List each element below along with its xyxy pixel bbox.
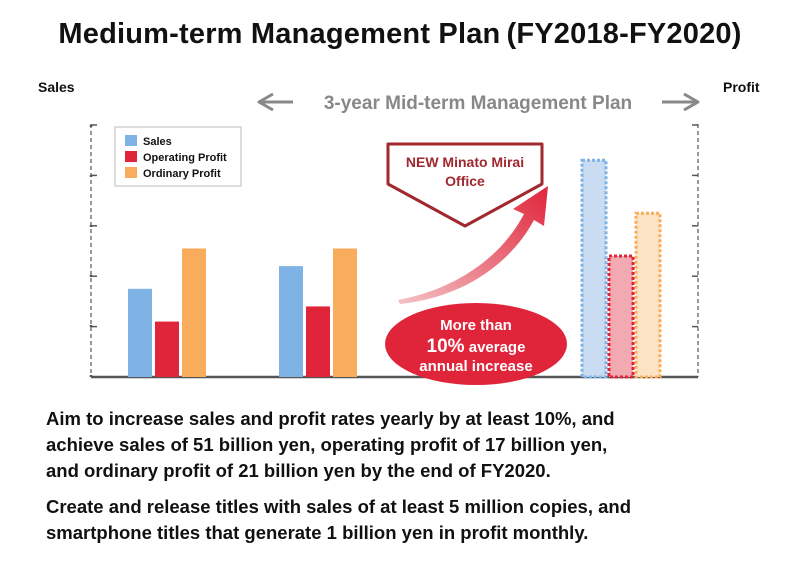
legend-swatch-sales bbox=[125, 135, 137, 146]
bar-operating-profit-2 bbox=[306, 306, 330, 377]
legend-swatch-operating bbox=[125, 151, 137, 162]
chart: 3-year Mid-term Management Plan Sales Op… bbox=[89, 92, 700, 385]
plan-arrow-left-icon bbox=[257, 92, 293, 112]
paragraph-1-line-2: achieve sales of 51 billion yen, operati… bbox=[46, 434, 608, 455]
legend-label-operating: Operating Profit bbox=[143, 152, 227, 164]
bars bbox=[128, 158, 662, 379]
bar-ordinary-profit-1 bbox=[182, 248, 206, 377]
plan-arrow: 3-year Mid-term Management Plan bbox=[257, 92, 700, 114]
rising-arrow bbox=[398, 186, 548, 304]
right-axis-label: Profit bbox=[723, 79, 760, 95]
bar-ordinary-profit-2 bbox=[333, 248, 357, 377]
increase-callout-line2: 10% average bbox=[427, 336, 526, 357]
paragraph-1-line-3: and ordinary profit of 21 billion yen by… bbox=[46, 460, 551, 481]
plan-paragraph-2: Create and release titles with sales of … bbox=[46, 494, 786, 546]
increase-callout: More than 10% average annual increase bbox=[385, 303, 567, 385]
plan-label: 3-year Mid-term Management Plan bbox=[324, 93, 632, 114]
bar-sales-1 bbox=[128, 288, 152, 377]
bar-sales-3 bbox=[580, 158, 608, 379]
legend-label-ordinary: Ordinary Profit bbox=[143, 168, 221, 180]
legend-label-sales: Sales bbox=[143, 136, 172, 148]
bar-ordinary-profit-3 bbox=[634, 211, 662, 379]
office-callout-line1: NEW Minato Mirai bbox=[406, 154, 524, 170]
increase-callout-line1: More than bbox=[440, 317, 512, 334]
paragraph-2-line-1: Create and release titles with sales of … bbox=[46, 496, 632, 517]
bar-operating-profit-3 bbox=[607, 254, 635, 379]
plan-paragraph-1: Aim to increase sales and profit rates y… bbox=[46, 406, 786, 484]
office-callout: NEW Minato Mirai Office bbox=[386, 142, 544, 228]
bar-sales-2 bbox=[279, 266, 303, 377]
legend-swatch-ordinary bbox=[125, 167, 137, 178]
left-axis-label: Sales bbox=[38, 79, 75, 95]
legend: Sales Operating Profit Ordinary Profit bbox=[114, 126, 242, 187]
paragraph-2-line-2: smartphone titles that generate 1 billio… bbox=[46, 522, 589, 543]
office-callout-line2: Office bbox=[445, 173, 485, 189]
increase-callout-line3: annual increase bbox=[419, 358, 532, 375]
bar-operating-profit-1 bbox=[155, 321, 179, 377]
plan-arrow-right-icon bbox=[662, 92, 700, 112]
page-title: Medium-term Management Plan (FY2018-FY20… bbox=[58, 18, 742, 50]
paragraph-1-line-1: Aim to increase sales and profit rates y… bbox=[46, 408, 615, 429]
